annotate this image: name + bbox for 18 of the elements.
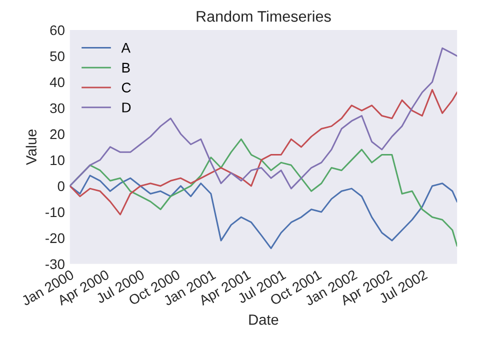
y-axis-title: Value	[26, 130, 36, 166]
y-tick-label: -20	[46, 233, 64, 244]
y-tick-label: -10	[46, 207, 64, 218]
legend-label: C	[122, 82, 131, 92]
y-tick-label: 10	[50, 155, 64, 166]
y-tick-label: 40	[50, 77, 64, 88]
y-tick-label: 60	[50, 25, 64, 36]
x-axis-title: Date	[249, 314, 278, 325]
legend-label: D	[122, 102, 131, 112]
y-tick-label: -30	[46, 259, 64, 270]
chart-title: Random Timeseries	[196, 10, 331, 22]
y-tick-label: 50	[50, 51, 64, 62]
legend-label: B	[122, 62, 130, 72]
y-tick-label: 0	[58, 181, 64, 192]
line-series	[70, 174, 458, 250]
y-tick-label: 30	[50, 103, 64, 114]
legend-label: A	[121, 43, 130, 53]
y-tick-label: 20	[50, 129, 64, 140]
